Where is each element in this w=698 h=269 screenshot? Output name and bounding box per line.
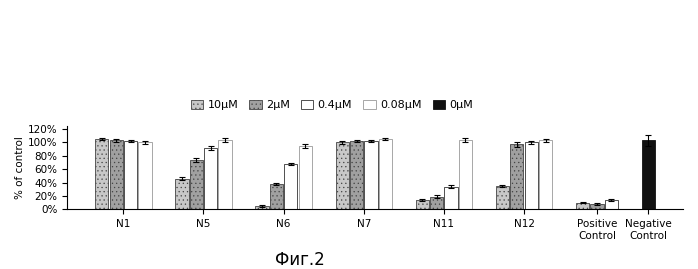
Bar [95, 139, 108, 209]
Bar [190, 160, 203, 209]
Y-axis label: % of control: % of control [15, 136, 25, 199]
Bar [204, 148, 217, 209]
Bar [138, 143, 151, 209]
Bar [416, 200, 429, 209]
Bar [496, 186, 509, 209]
Bar [379, 139, 392, 209]
Bar [510, 144, 524, 209]
Bar [445, 186, 458, 209]
Bar [255, 206, 269, 209]
Bar [364, 141, 378, 209]
Bar [218, 140, 232, 209]
Bar [576, 203, 589, 209]
Bar [299, 146, 312, 209]
Bar [336, 143, 349, 209]
Bar [459, 140, 472, 209]
Bar [124, 141, 137, 209]
Bar [641, 140, 655, 209]
Bar [591, 204, 604, 209]
Bar [430, 197, 443, 209]
Bar [539, 140, 552, 209]
Legend: 10μM, 2μM, 0.4μM, 0.08μM, 0μM: 10μM, 2μM, 0.4μM, 0.08μM, 0μM [191, 100, 473, 110]
Bar [175, 179, 188, 209]
Bar [604, 200, 618, 209]
Bar [270, 184, 283, 209]
Bar [284, 164, 297, 209]
Bar [525, 143, 538, 209]
Text: Фиг.2: Фиг.2 [275, 251, 325, 269]
Bar [350, 141, 363, 209]
Bar [110, 140, 123, 209]
